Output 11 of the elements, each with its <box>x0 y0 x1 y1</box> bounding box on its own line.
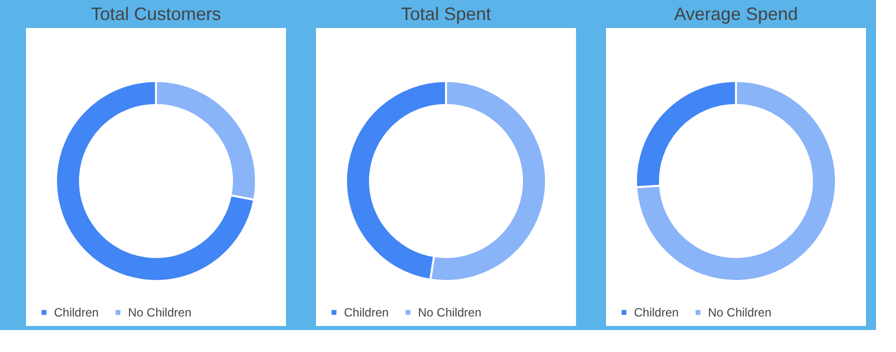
legend-label: No Children <box>128 305 192 320</box>
chart-title: Total Customers <box>90 4 222 24</box>
legend-label: Children <box>634 305 679 320</box>
legend-label: Children <box>344 305 389 320</box>
chart-title: Total Spent <box>400 4 492 24</box>
legend-label: No Children <box>708 305 772 320</box>
chart-title: Average Spend <box>674 4 798 24</box>
donut-slice <box>635 80 837 282</box>
legend-label: No Children <box>418 305 482 320</box>
donut-slice <box>55 80 256 282</box>
legend-label: Children <box>54 305 99 320</box>
